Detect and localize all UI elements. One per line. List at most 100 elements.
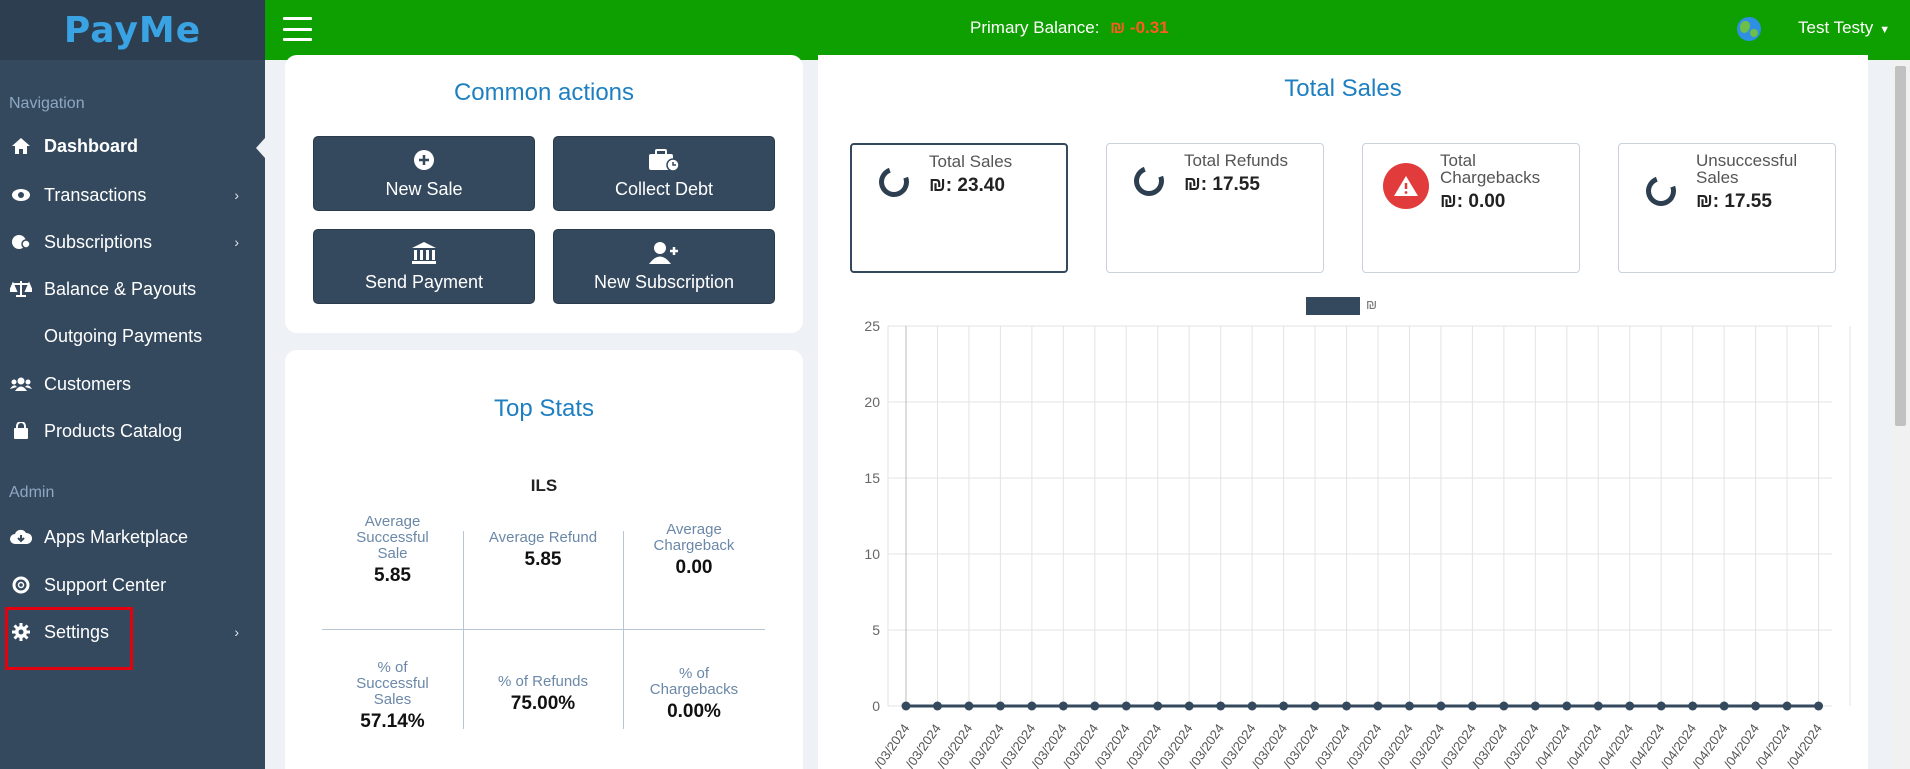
sidebar-item-support-center[interactable]: Support Center [0,562,265,608]
sidebar: PayMe Navigation Dashboard Transactions … [0,0,265,769]
scrollbar-thumb[interactable] [1895,66,1906,426]
sidebar-item-label: Transactions [44,184,147,205]
data-point [1342,701,1352,711]
sidebar-item-subscriptions[interactable]: Subscriptions › [0,219,265,265]
stat-value: 57.14% [360,711,425,732]
summary-value: ₪: 17.55 [1696,191,1772,212]
shopping-bag-icon [10,422,32,440]
stat-pct-successful-sales: % of Successful Sales 57.14% [322,660,463,732]
sidebar-item-label: Apps Marketplace [44,526,189,547]
common-actions-card: Common actions New Sale Collect Debt Sen… [285,55,803,333]
sidebar-item-balance-payouts[interactable]: Balance & Payouts [0,266,265,312]
data-point [1058,701,1068,711]
data-point [1751,701,1761,711]
scrollbar[interactable] [1891,60,1910,769]
new-sale-button[interactable]: New Sale [313,136,535,211]
summary-total-sales[interactable]: Total Sales ₪: 23.40 [850,143,1068,273]
summary-value: ₪: 17.55 [1184,174,1260,195]
sidebar-item-label: Support Center [44,574,167,595]
total-sales-chart: 0510152025/03/2024/03/2024/03/2024/03/20… [864,318,1851,769]
summary-total-chargebacks[interactable]: Total Chargebacks ₪: 0.00 [1362,143,1580,273]
sidebar-item-label: Balance & Payouts [44,278,197,299]
data-point [1121,701,1131,711]
loading-ring-icon [874,162,914,202]
gear-icon [10,623,32,641]
sidebar-item-customers[interactable]: Customers [0,361,265,407]
data-point [1719,701,1729,711]
data-point [1404,701,1414,711]
data-point [1216,701,1226,711]
sidebar-item-label: Subscriptions [44,231,153,252]
cloud-download-icon [10,529,32,545]
stat-average-chargeback: Average Chargeback 0.00 [623,521,765,578]
sidebar-item-label: Settings [44,621,110,642]
summary-total-refunds[interactable]: Total Refunds ₪: 17.55 [1106,143,1324,273]
common-actions-title: Common actions [453,79,635,106]
data-point [1310,701,1320,711]
chart-legend-label: ₪ [1366,297,1378,312]
data-point [1279,701,1289,711]
stat-value: 0.00% [667,701,721,722]
stat-average-successful-sale: Average Successful Sale 5.85 [322,514,463,586]
data-point [1782,701,1792,711]
new-subscription-button[interactable]: New Subscription [553,229,775,304]
users-icon [10,376,32,392]
y-tick-label: 20 [864,394,880,410]
sidebar-item-label: Outgoing Payments [44,325,203,346]
send-payment-button[interactable]: Send Payment [313,229,535,304]
data-point [1562,701,1572,711]
y-tick-label: 0 [872,698,880,714]
chevron-right-icon: › [234,624,239,640]
data-point [1656,701,1666,711]
life-ring-icon [10,576,32,594]
stats-divider [463,531,464,729]
bank-icon [411,240,437,266]
menu-toggle-icon[interactable] [283,17,312,41]
admin-section-label: Admin [9,484,55,501]
data-point [1027,701,1037,711]
top-stats-card: Top Stats ILS Average Successful Sale 5.… [285,350,803,769]
sidebar-item-label: Customers [44,373,132,394]
summary-label: Unsuccessful Sales [1696,151,1798,187]
plus-circle-icon [413,147,435,173]
chevron-right-icon: › [234,234,239,250]
collect-debt-button[interactable]: Collect Debt [553,136,775,211]
eye-icon [10,188,32,202]
sidebar-item-outgoing-payments[interactable]: Outgoing Payments [0,313,265,359]
stats-divider [322,629,765,630]
user-name: Test Testy [1798,18,1874,37]
chart-legend-swatch[interactable] [1306,297,1360,315]
primary-balance: Primary Balance: ₪ -0.31 [970,18,1169,38]
user-menu[interactable]: Test Testy ▼ [1798,18,1890,38]
stat-value: 0.00 [675,557,713,578]
button-label: New Sale [385,179,463,199]
data-point [932,701,942,711]
stat-label: % of Refunds [497,673,589,690]
sidebar-item-apps-marketplace[interactable]: Apps Marketplace [0,514,265,560]
total-sales-title: Total Sales [1284,75,1402,102]
stat-label: Average Refund [488,529,598,546]
payme-logo[interactable]: PayMe [63,9,202,51]
sidebar-item-products-catalog[interactable]: Products Catalog [0,408,265,454]
data-point [1436,701,1446,711]
summary-label: Total Sales [929,152,1013,171]
settings-highlight [5,607,133,670]
chevron-right-icon: › [234,187,239,203]
button-label: New Subscription [593,272,735,292]
globe-icon[interactable] [1737,17,1761,41]
user-plus-icon [649,240,679,266]
stat-pct-refunds: % of Refunds 75.00% [463,673,623,714]
summary-label: Total Chargebacks [1440,151,1541,187]
summary-unsuccessful-sales[interactable]: Unsuccessful Sales ₪: 17.55 [1618,143,1836,273]
sidebar-item-dashboard[interactable]: Dashboard [0,123,265,169]
balance-value: ₪ -0.31 [1110,18,1169,37]
stat-label: Average Chargeback [653,521,735,554]
currency-label: ILS [530,476,558,495]
nav-section-label: Navigation [9,95,85,112]
data-point [1593,701,1603,711]
active-indicator [256,138,265,158]
sidebar-item-transactions[interactable]: Transactions › [0,172,265,218]
data-point [1625,701,1635,711]
scale-icon [10,280,32,298]
sidebar-item-settings[interactable]: Settings › [0,609,265,655]
